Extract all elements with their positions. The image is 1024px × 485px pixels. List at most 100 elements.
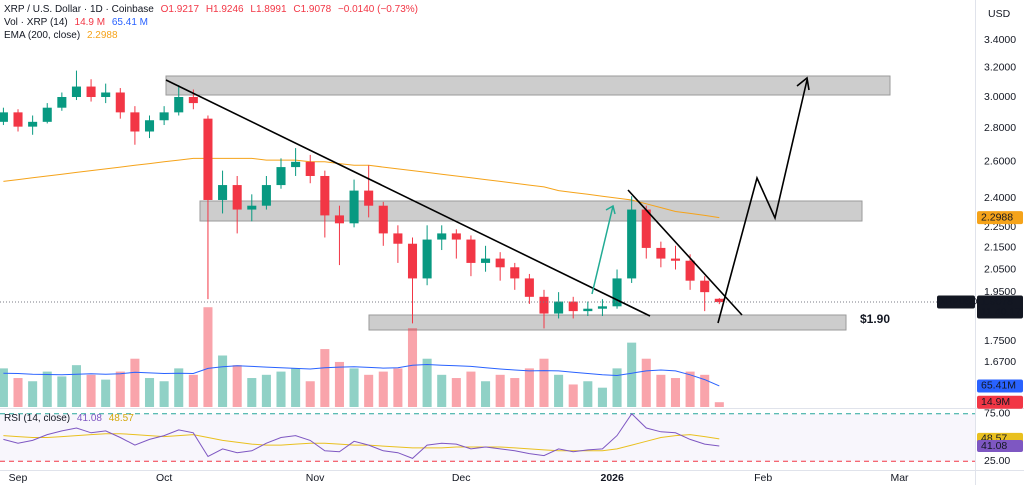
resistance-zone bbox=[165, 75, 891, 96]
rsi-badge-label: 41.08 bbox=[981, 440, 1007, 452]
candle-body bbox=[57, 97, 67, 108]
candle-body bbox=[451, 233, 461, 240]
ema-badge-label: 2.2988 bbox=[981, 211, 1013, 223]
candle-body bbox=[481, 258, 491, 263]
candle-body bbox=[144, 120, 155, 132]
volume-bar bbox=[276, 371, 286, 407]
x-tick-label: Nov bbox=[306, 472, 325, 484]
volume-bar bbox=[101, 379, 111, 407]
volume-bar bbox=[583, 381, 593, 407]
y-tick-label: 2.8000 bbox=[984, 122, 1016, 134]
support-zone bbox=[368, 314, 847, 331]
pivot-zone bbox=[199, 200, 863, 222]
y-tick-label: 2.4000 bbox=[984, 192, 1016, 204]
x-tick-label: Dec bbox=[452, 472, 471, 484]
legend-volume: Vol · XRP (14) 14.9 M 65.41 M bbox=[4, 17, 152, 29]
trend-line bbox=[165, 79, 651, 317]
volume-bar bbox=[261, 374, 271, 407]
candle-body bbox=[656, 247, 666, 259]
x-tick-label: Mar bbox=[890, 472, 909, 484]
volume-bar bbox=[174, 368, 184, 407]
ema-value: 2.2988 bbox=[86, 30, 118, 41]
y-tick-label: 1.9500 bbox=[984, 286, 1016, 298]
y-tick-label: 1.6700 bbox=[984, 356, 1016, 368]
candle-body bbox=[203, 118, 213, 200]
volume-bar bbox=[130, 358, 140, 407]
candle-body bbox=[320, 175, 330, 216]
legend-rsi: RSI (14, close) 41.08 48.57 bbox=[4, 413, 138, 425]
rsi-line bbox=[3, 413, 720, 459]
candle-body bbox=[218, 185, 228, 200]
projection-path bbox=[717, 79, 808, 324]
volume-ma-value: 65.41 M bbox=[111, 17, 149, 28]
volume-bar bbox=[57, 376, 67, 407]
candle-body bbox=[524, 278, 534, 297]
ema-line bbox=[3, 157, 720, 219]
volume-bar bbox=[13, 378, 23, 407]
change-label: −0.0140 (−0.73%) bbox=[337, 4, 418, 15]
candle-body bbox=[641, 209, 651, 248]
rsi-value: 41.08 bbox=[76, 413, 102, 424]
volume-bar bbox=[71, 365, 81, 407]
candle-body bbox=[71, 86, 81, 98]
volume-bar bbox=[378, 371, 388, 407]
volume-bar bbox=[554, 374, 564, 407]
volume-bar bbox=[115, 371, 125, 407]
candle-body bbox=[554, 301, 564, 314]
candle-body bbox=[393, 233, 403, 244]
volume-bar bbox=[481, 381, 491, 407]
volume-bar bbox=[670, 378, 681, 407]
y-tick-label: 2.6000 bbox=[984, 156, 1016, 168]
volume-ma-line bbox=[3, 363, 720, 387]
volume-bar bbox=[305, 381, 315, 407]
close-label: C1.9078 bbox=[293, 4, 332, 15]
volume-bar bbox=[334, 361, 344, 407]
candle-body bbox=[86, 86, 96, 98]
candle-body bbox=[568, 301, 578, 312]
volume-name: Vol · XRP (14) bbox=[4, 17, 68, 28]
countdown-label: 11:40:17 bbox=[981, 306, 1021, 318]
candle-body bbox=[101, 92, 111, 98]
currency-label: USD bbox=[988, 8, 1011, 20]
candle-body bbox=[13, 112, 23, 127]
rsi-ma-value: 48.57 bbox=[108, 413, 134, 424]
y-tick-label: 3.0000 bbox=[984, 91, 1016, 103]
volume-bar bbox=[495, 374, 505, 407]
volume-ma-badge-label: 65.41M bbox=[981, 380, 1016, 392]
volume-bar bbox=[349, 368, 359, 407]
candle-body bbox=[130, 112, 140, 132]
open-label: O1.9217 bbox=[160, 4, 200, 15]
candle-body bbox=[28, 121, 38, 127]
candle-body bbox=[232, 185, 242, 210]
symbol-label: XRPUSD bbox=[940, 296, 978, 306]
breakout-arrow bbox=[591, 205, 614, 295]
volume-bar bbox=[203, 307, 213, 407]
rsi-band bbox=[0, 413, 975, 462]
candle-body bbox=[700, 280, 710, 293]
volume-bar bbox=[144, 378, 155, 407]
arrow-head bbox=[796, 76, 810, 91]
candle-body bbox=[597, 306, 607, 309]
volume-bar bbox=[612, 368, 622, 407]
volume-bar bbox=[28, 381, 38, 407]
volume-bar bbox=[291, 368, 301, 407]
y-tick-label: 1.7500 bbox=[984, 335, 1016, 347]
rsi-badge bbox=[977, 439, 1023, 452]
candle-body bbox=[364, 190, 374, 206]
x-tick-label: Sep bbox=[9, 472, 28, 484]
candle-body bbox=[510, 267, 520, 279]
volume-bar bbox=[393, 368, 403, 407]
volume-bar bbox=[627, 342, 637, 407]
candle-body bbox=[174, 97, 184, 113]
y-tick-label: 3.2000 bbox=[984, 62, 1016, 74]
candle-body bbox=[305, 161, 315, 176]
volume-bar bbox=[466, 371, 476, 407]
volume-bar bbox=[320, 349, 330, 407]
volume-bar bbox=[451, 378, 461, 407]
y-tick-label: 2.2500 bbox=[984, 221, 1016, 233]
y-tick-label: 2.1500 bbox=[984, 242, 1016, 254]
candle-body bbox=[627, 209, 637, 279]
candle-body bbox=[539, 296, 549, 314]
